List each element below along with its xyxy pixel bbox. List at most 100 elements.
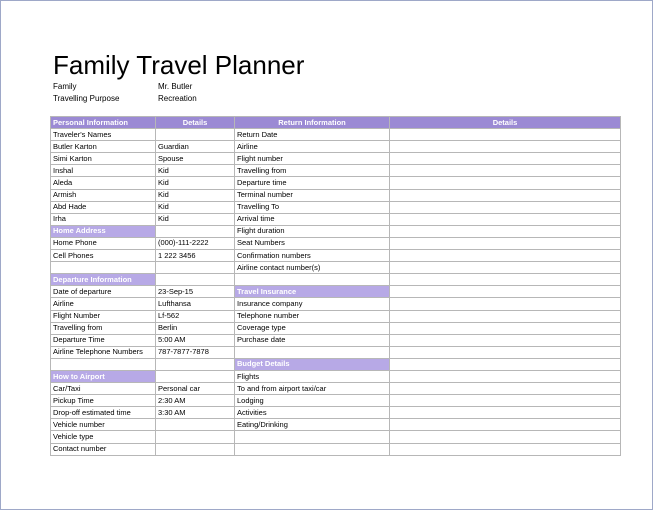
cell-detail[interactable]: Guardian — [155, 140, 235, 154]
cell-detail[interactable] — [155, 273, 235, 287]
cell-return-field[interactable] — [234, 345, 390, 359]
cell-return-detail[interactable] — [389, 333, 621, 347]
cell-return-detail[interactable] — [389, 188, 621, 202]
cell-return-field[interactable]: Travelling from — [234, 164, 390, 178]
cell-return-field[interactable]: Confirmation numbers — [234, 249, 390, 263]
cell-name[interactable]: Contact number — [50, 442, 156, 457]
cell-detail[interactable]: Personal car — [155, 382, 235, 396]
cell-return-detail[interactable] — [389, 200, 621, 214]
cell-name[interactable]: Airline Telephone Numbers — [50, 345, 156, 359]
cell-detail[interactable]: 2:30 AM — [155, 394, 235, 408]
cell-detail[interactable]: Kid — [155, 176, 235, 190]
cell-return-field[interactable]: Activities — [234, 406, 390, 420]
cell-name[interactable] — [50, 357, 156, 371]
cell-return-field[interactable] — [234, 430, 390, 444]
cell-detail[interactable]: Lufthansa — [155, 297, 235, 311]
cell-return-field[interactable]: Departure time — [234, 176, 390, 190]
cell-name[interactable]: Vehicle type — [50, 430, 156, 444]
cell-name[interactable]: Butler Karton — [50, 140, 156, 154]
cell-return-detail[interactable] — [389, 406, 621, 420]
cell-detail[interactable]: Lf-562 — [155, 309, 235, 323]
cell-name[interactable]: Home Phone — [50, 236, 156, 251]
cell-name[interactable]: Flight Number — [50, 309, 156, 323]
cell-detail[interactable]: 787-7877-7878 — [155, 345, 235, 359]
cell-return-field[interactable] — [234, 273, 390, 287]
cell-return-field[interactable]: Flights — [234, 369, 390, 384]
cell-detail[interactable] — [155, 442, 235, 457]
cell-name[interactable]: Pickup Time — [50, 394, 156, 408]
cell-name[interactable]: Car/Taxi — [50, 382, 156, 396]
cell-return-detail[interactable] — [389, 309, 621, 323]
cell-return-detail[interactable] — [389, 176, 621, 190]
cell-return-field[interactable]: Eating/Drinking — [234, 418, 390, 432]
cell-detail[interactable] — [155, 418, 235, 432]
cell-name[interactable]: Cell Phones — [50, 249, 156, 263]
cell-return-detail[interactable] — [389, 357, 621, 371]
cell-name[interactable]: Simi Karton — [50, 152, 156, 166]
cell-return-detail[interactable] — [389, 164, 621, 178]
cell-detail[interactable] — [155, 430, 235, 444]
cell-detail[interactable]: Kid — [155, 188, 235, 202]
cell-return-detail[interactable] — [389, 236, 621, 251]
cell-name[interactable]: Irha — [50, 212, 156, 226]
cell-name[interactable]: Armish — [50, 188, 156, 202]
cell-detail[interactable]: Kid — [155, 212, 235, 226]
cell-return-detail[interactable] — [389, 430, 621, 444]
cell-return-detail[interactable] — [389, 140, 621, 154]
cell-return-detail[interactable] — [389, 212, 621, 226]
cell-return-detail[interactable] — [389, 394, 621, 408]
cell-return-detail[interactable] — [389, 249, 621, 263]
cell-return-field[interactable]: Arrival time — [234, 212, 390, 226]
cell-return-field[interactable]: Telephone number — [234, 309, 390, 323]
cell-detail[interactable] — [155, 224, 235, 238]
cell-return-field[interactable]: Airline contact number(s) — [234, 261, 390, 275]
cell-name[interactable]: Travelling from — [50, 321, 156, 335]
cell-detail[interactable]: Berlin — [155, 321, 235, 335]
cell-return-field[interactable]: Lodging — [234, 394, 390, 408]
cell-name[interactable]: Aleda — [50, 176, 156, 190]
cell-return-detail[interactable] — [389, 152, 621, 166]
cell-return-field[interactable]: Seat Numbers — [234, 236, 390, 251]
cell-return-detail[interactable] — [389, 369, 621, 384]
cell-return-field[interactable]: To and from airport taxi/car — [234, 382, 390, 396]
cell-name[interactable]: Inshal — [50, 164, 156, 178]
cell-return-detail[interactable] — [389, 224, 621, 238]
cell-return-detail[interactable] — [389, 297, 621, 311]
cell-return-detail[interactable] — [389, 321, 621, 335]
cell-return-detail[interactable] — [389, 418, 621, 432]
cell-return-field[interactable]: Airline — [234, 140, 390, 154]
cell-return-field[interactable]: Flight duration — [234, 224, 390, 238]
cell-detail[interactable] — [155, 369, 235, 384]
cell-detail[interactable]: Kid — [155, 200, 235, 214]
cell-return-field[interactable]: Terminal number — [234, 188, 390, 202]
cell-return-detail[interactable] — [389, 382, 621, 396]
cell-detail[interactable]: 1 222 3456 — [155, 249, 235, 263]
cell-return-detail[interactable] — [389, 128, 621, 142]
cell-return-detail[interactable] — [389, 442, 621, 457]
cell-return-field[interactable] — [234, 442, 390, 457]
cell-return-detail[interactable] — [389, 345, 621, 359]
cell-name[interactable]: Traveler's Names — [50, 128, 156, 142]
cell-name[interactable]: Drop-off estimated time — [50, 406, 156, 420]
cell-name[interactable]: Airline — [50, 297, 156, 311]
cell-name[interactable] — [50, 261, 156, 275]
cell-detail[interactable] — [155, 357, 235, 371]
cell-detail[interactable]: Spouse — [155, 152, 235, 166]
cell-detail[interactable] — [155, 261, 235, 275]
cell-name[interactable]: Abd Hade — [50, 200, 156, 214]
cell-name[interactable]: Date of departure — [50, 285, 156, 299]
cell-detail[interactable]: (000)-111-2222 — [155, 236, 235, 251]
cell-return-detail[interactable] — [389, 285, 621, 299]
cell-detail[interactable]: 3:30 AM — [155, 406, 235, 420]
cell-return-detail[interactable] — [389, 261, 621, 275]
cell-return-field[interactable]: Travelling To — [234, 200, 390, 214]
cell-return-field[interactable]: Flight number — [234, 152, 390, 166]
cell-return-field[interactable]: Return Date — [234, 128, 390, 142]
cell-return-field[interactable]: Coverage type — [234, 321, 390, 335]
cell-return-detail[interactable] — [389, 273, 621, 287]
cell-name[interactable]: Departure Time — [50, 333, 156, 347]
cell-name[interactable]: Vehicle number — [50, 418, 156, 432]
cell-detail[interactable]: 23-Sep-15 — [155, 285, 235, 299]
cell-return-field[interactable]: Purchase date — [234, 333, 390, 347]
cell-detail[interactable]: Kid — [155, 164, 235, 178]
